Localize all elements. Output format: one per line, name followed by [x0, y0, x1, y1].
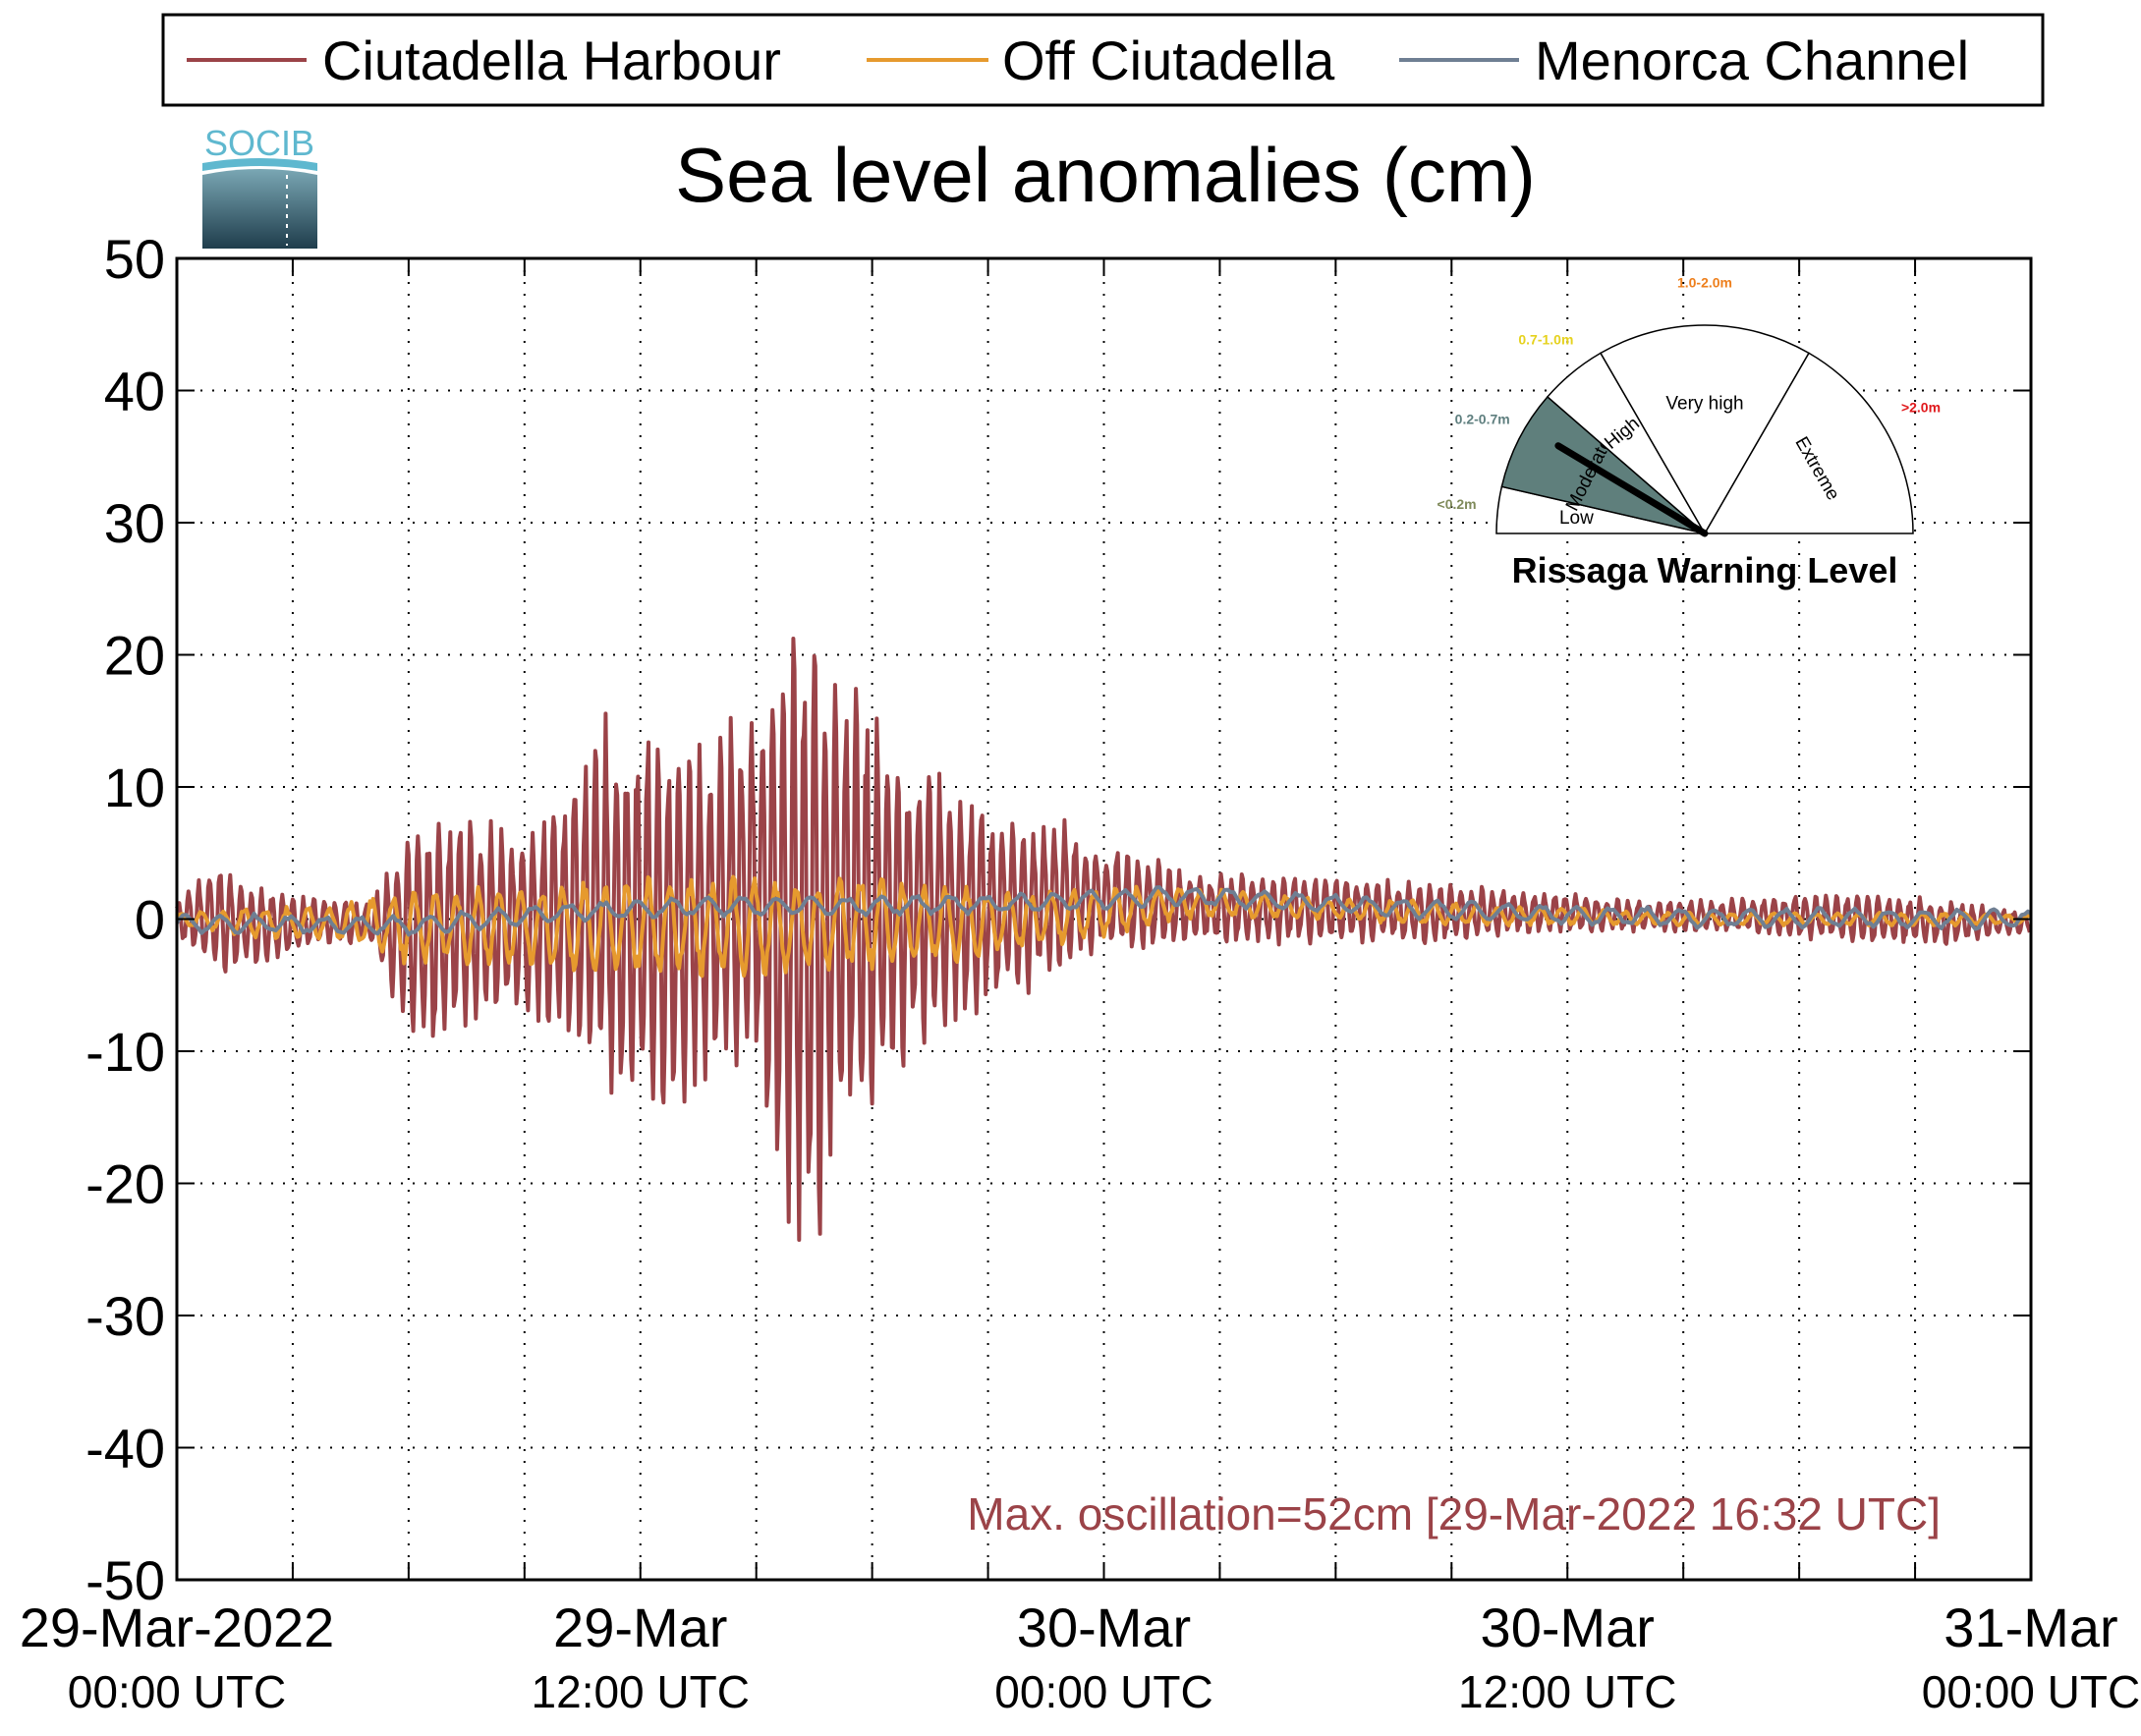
socib-logo: SOCIB [202, 123, 317, 249]
series-line-ciutadella-harbour [175, 637, 2032, 1242]
series-layer [175, 637, 2033, 1242]
gauge-range-label: <0.2m [1437, 496, 1477, 512]
y-tick-label: -10 [85, 1021, 165, 1083]
y-tick-label: -30 [85, 1285, 165, 1347]
chart-title: Sea level anomalies (cm) [675, 132, 1536, 218]
x-tick-label-date: 30-Mar [1481, 1596, 1655, 1658]
gauge-range-label: 1.0-2.0m [1677, 275, 1732, 291]
x-tick-label-time: 00:00 UTC [994, 1666, 1212, 1717]
gauge-sector-very-high [1599, 324, 1811, 535]
y-tick-label: 50 [104, 228, 165, 290]
gauge-range-label: 0.2-0.7m [1455, 411, 1510, 426]
legend-label-off-ciutadella: Off Ciutadella [1002, 29, 1335, 91]
x-tick-label-date: 30-Mar [1017, 1596, 1191, 1658]
y-tick-labels: 50 40 30 20 10 0 -10 -20 -30 -40 -50 [85, 228, 165, 1611]
y-tick-label: 20 [104, 625, 165, 687]
gauge-range-label: 0.7-1.0m [1518, 332, 1573, 348]
gauge-sector-extreme [1703, 352, 1914, 534]
x-tick-label-time: 12:00 UTC [1458, 1666, 1676, 1717]
x-tick-label-time: 00:00 UTC [68, 1666, 286, 1717]
gauge-sector-label: Low [1559, 508, 1594, 529]
legend-label-ciutadella-harbour: Ciutadella Harbour [322, 29, 781, 91]
axis-ticks [177, 257, 2031, 1581]
legend-label-menorca-channel: Menorca Channel [1535, 29, 1969, 91]
y-tick-label: 10 [104, 756, 165, 818]
max-oscillation-annotation: Max. oscillation=52cm [29-Mar-2022 16:32… [967, 1488, 1941, 1540]
legend: Ciutadella Harbour Off Ciutadella Menorc… [161, 13, 2045, 107]
x-tick-label-time: 12:00 UTC [532, 1666, 750, 1717]
y-tick-label: -20 [85, 1153, 165, 1215]
logo-text: SOCIB [204, 123, 314, 163]
gauge-range-label: >2.0m [1901, 400, 1941, 416]
gauge-needle [1554, 442, 1709, 537]
legend-frame [161, 13, 2045, 107]
x-tick-label-date: 29-Mar [553, 1596, 727, 1658]
y-tick-label: -50 [85, 1549, 165, 1611]
x-tick-label-date: 31-Mar [1944, 1596, 2117, 1658]
x-tick-label-date: 29-Mar-2022 [20, 1596, 335, 1658]
gauge-sector-label: Very high [1665, 394, 1743, 415]
y-tick-label: -40 [85, 1418, 165, 1480]
y-tick-label: 40 [104, 361, 165, 422]
gauge-title: Rissaga Warning Level [1512, 550, 1898, 590]
y-tick-label: 30 [104, 492, 165, 554]
series-line-menorca-channel [175, 885, 2033, 937]
x-tick-labels: 29-Mar-2022 00:00 UTC 29-Mar 12:00 UTC 30-Ma… [20, 1596, 2141, 1717]
series-line-off-ciutadella [175, 874, 2033, 979]
y-tick-label: 0 [135, 889, 165, 951]
x-tick-label-time: 00:00 UTC [1922, 1666, 2140, 1717]
